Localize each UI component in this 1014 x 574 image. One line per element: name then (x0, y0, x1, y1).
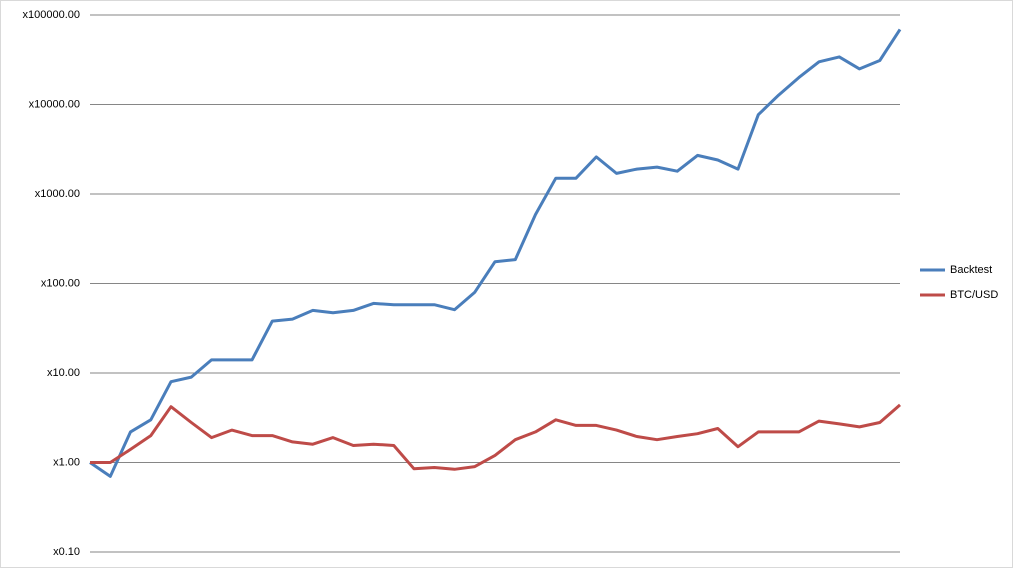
y-tick-label: x0.10 (53, 546, 80, 558)
y-tick-label: x1000.00 (35, 188, 80, 200)
y-tick-label: x100000.00 (23, 9, 81, 21)
y-tick-label: x1.00 (53, 456, 80, 468)
line-series (89, 28, 902, 478)
legend-label: BTC/USD (950, 289, 998, 301)
line-series (90, 403, 901, 471)
y-tick-label: x100.00 (41, 277, 80, 289)
legend-label: Backtest (950, 264, 992, 276)
y-tick-label: x10000.00 (29, 98, 80, 110)
y-tick-label: x10.00 (47, 367, 80, 379)
